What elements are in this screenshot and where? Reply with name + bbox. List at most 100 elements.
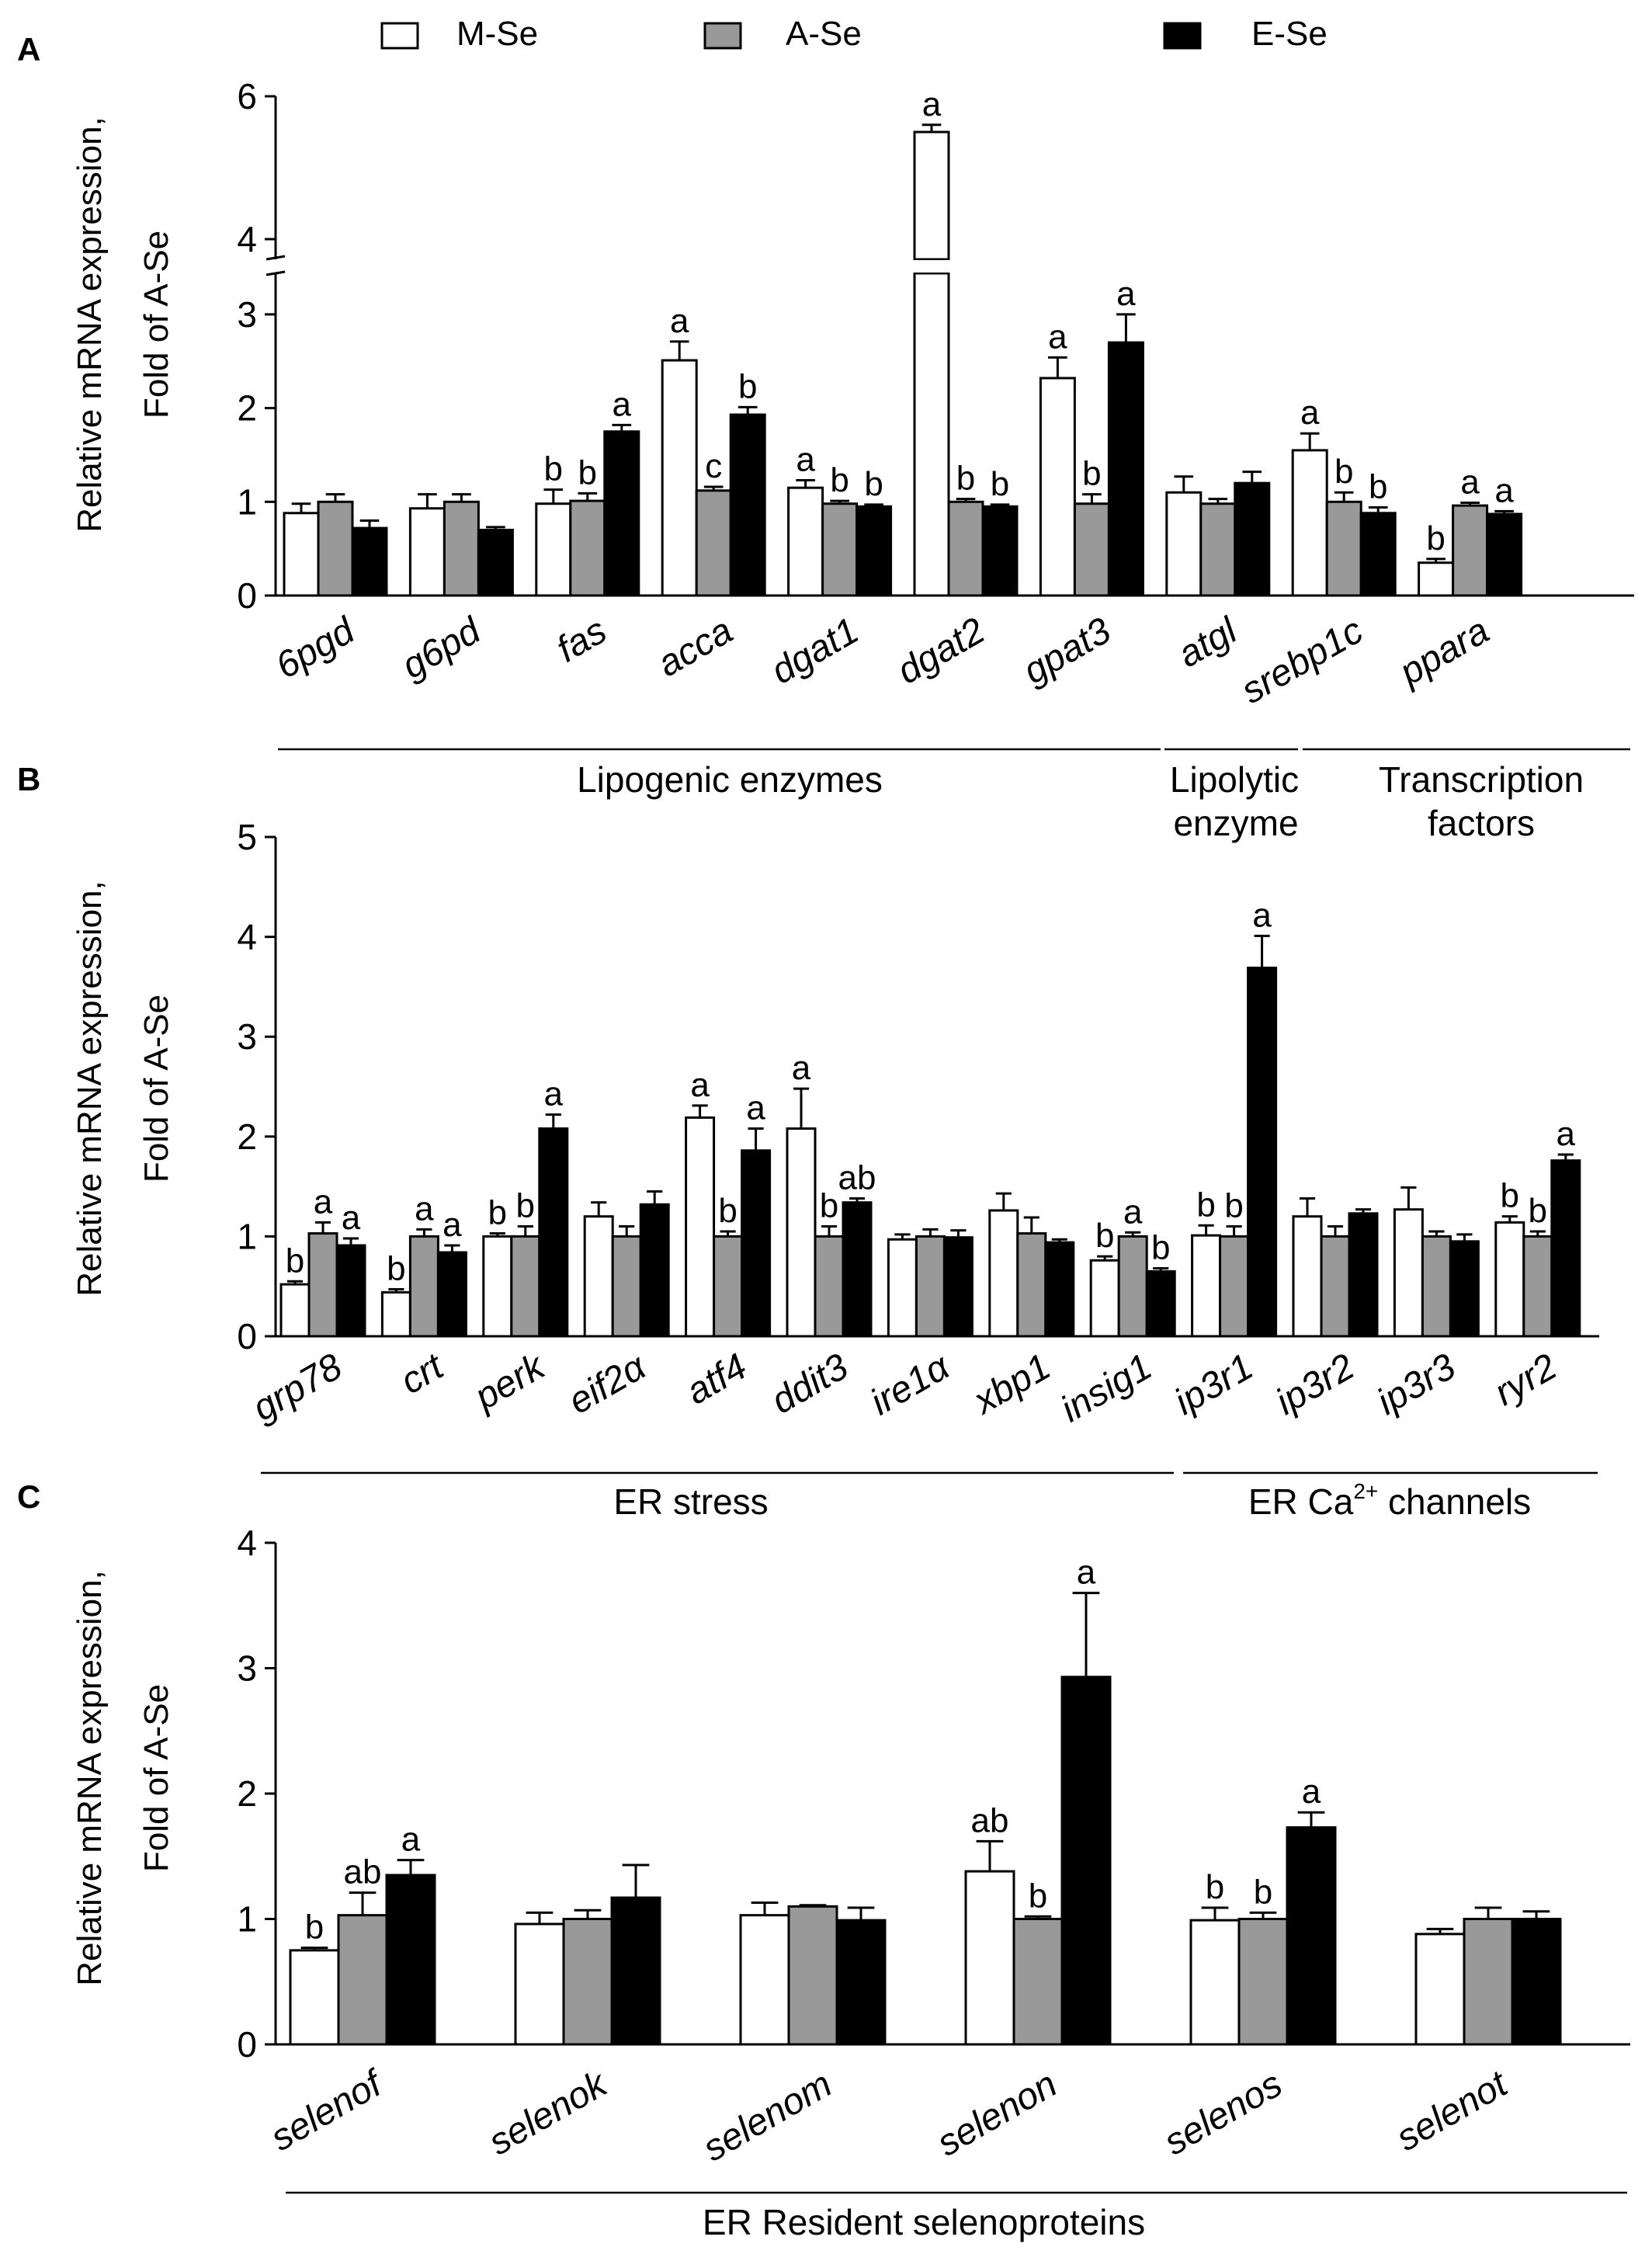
bar [477,529,514,597]
panel-b-letter: B [17,761,40,797]
group-label-er-resident: ER Resident selenoproteins [703,2202,1145,2242]
significance-label: a [415,1190,434,1228]
bar [947,500,984,597]
bar [964,1870,1015,2046]
category-label: perk [467,1345,554,1419]
bar [610,1896,661,2046]
bar [1325,500,1362,597]
bar [842,1201,873,1338]
bar [1247,966,1278,1338]
significance-label: a [1116,275,1136,313]
panel-c-ylabel-line1: Relative mRNA expression, [71,1570,109,1986]
bar [1145,1269,1176,1338]
significance-label: b [864,465,883,503]
bar [835,1919,887,2046]
legend-label-m-se: M-Se [456,15,538,53]
bar [1089,1259,1120,1338]
significance-label: a [670,302,689,340]
bar [1016,1232,1047,1338]
panel-a-category-labels: 6pgd g6pd fas acca dgat1 dgat2 gpat3 atglsrebp1… [269,610,1497,712]
bar [1012,1918,1064,2046]
legend-swatch-e-se [1163,22,1202,50]
group-label-lipolytic-line2: enzyme [1173,803,1298,843]
legend-swatch-a-se [703,22,742,50]
panel-b-category-labels: grp78 crt perk eif2α atf4 ddit3 ire1α xbp1insig… [246,1345,1564,1430]
significance-label: b [1426,519,1445,557]
significance-label: b [1095,1217,1114,1255]
panel-b-ylabel-line1: Relative mRNA expression, [71,880,109,1297]
bar [569,499,606,597]
y-tick-label: 4 [237,219,257,259]
category-label: dgat2 [890,610,992,693]
bar [1219,1235,1250,1338]
significance-label: b [387,1250,405,1288]
bar [1452,504,1489,597]
y-tick-label: 2 [237,388,257,429]
bar [1107,341,1144,597]
y-tick-label: 2 [237,1117,257,1157]
category-label: ppara [1392,610,1497,694]
bar [1191,1234,1222,1338]
bar [1320,1235,1351,1338]
significance-label: a [401,1821,421,1859]
category-label: gpat3 [1016,610,1118,692]
bar [1463,1918,1514,2046]
significance-label: a [342,1199,361,1237]
significance-label: b [820,1187,838,1225]
significance-label: b [578,453,597,491]
significance-label: a [544,1075,564,1113]
significance-label: b [286,1242,304,1280]
bar [685,1116,716,1338]
significance-label: b [1529,1192,1547,1230]
y-tick-label: 4 [237,1523,257,1563]
bar [942,1236,974,1338]
bar [786,1127,817,1338]
bar [739,1914,790,2046]
bar [981,505,1019,597]
bar [1414,1933,1466,2046]
significance-label: c [705,447,722,485]
legend: M-Se A-Se E-Se [380,15,1328,53]
category-label: acca [651,610,739,686]
y-tick-label: 3 [237,294,257,335]
significance-label: a [314,1183,333,1221]
category-label: selenom [696,2064,839,2170]
category-label: g6pd [395,610,488,687]
significance-label: ab [344,1853,382,1891]
significance-label: a [1557,1115,1576,1153]
bar [1421,1235,1452,1338]
significance-label: b [738,367,757,405]
bar [1494,1221,1525,1338]
bar [887,1238,918,1338]
category-label: crt [394,1346,451,1402]
bar [1292,1215,1323,1338]
significance-label: a [1460,464,1480,502]
category-label: grp78 [246,1346,349,1429]
significance-label: a [792,1049,811,1087]
significance-label: a [1494,471,1514,509]
bar [283,512,320,597]
y-tick-label: 2 [237,1773,257,1814]
category-label: ryr2 [1487,1346,1564,1414]
bar [380,1290,411,1338]
y-tick-label: 0 [237,575,257,616]
bar [1522,1235,1553,1338]
significance-label: a [690,1066,710,1104]
legend-label-a-se: A-Se [786,15,862,53]
panel-c: C Relative mRNA expression, Fold of A-Se… [17,1478,1630,2242]
significance-label: b [1501,1177,1519,1215]
bar [1117,1235,1148,1338]
panel-a: A Relative mRNA expression, Fold of A-Se… [17,31,1634,843]
bar [1165,491,1203,597]
bar [317,500,354,597]
significance-label: b [544,450,563,488]
bar [988,1209,1019,1338]
category-label: ddit3 [765,1346,856,1422]
bar [337,1914,388,2046]
bar [335,1244,366,1338]
y-tick-label: 0 [237,1316,257,1356]
significance-label: b [488,1194,507,1232]
bar [408,507,446,597]
